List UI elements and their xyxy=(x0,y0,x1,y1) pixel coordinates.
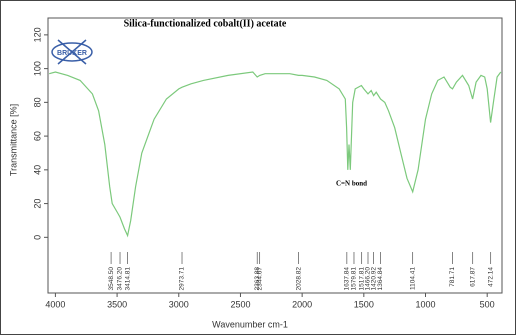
peak-label: 1364.84 xyxy=(377,267,384,291)
y-tick-label: 40 xyxy=(32,165,42,175)
x-axis-label: Wavenumber cm-1 xyxy=(212,319,288,329)
spectrum-line xyxy=(49,71,502,238)
x-tick-label: 4000 xyxy=(45,299,65,309)
x-tick-label: 500 xyxy=(480,299,495,309)
plot-frame xyxy=(47,17,503,294)
y-tick-label: 120 xyxy=(32,27,42,42)
y-tick-label: 20 xyxy=(32,199,42,209)
y-tick-label: 0 xyxy=(32,235,42,240)
logo-ring xyxy=(51,42,93,62)
peak-label: 2973.71 xyxy=(179,267,186,291)
peak-label: 1420.92 xyxy=(370,267,377,291)
logo-text: BRUKER xyxy=(57,50,87,57)
annotation: C=N bond xyxy=(336,180,367,188)
x-tick-label: 3000 xyxy=(169,299,189,309)
peak-label: 3414.81 xyxy=(124,267,131,291)
logo: BRUKER xyxy=(51,39,93,65)
peak-label: 2028.82 xyxy=(295,267,302,291)
peak-label: 1517.81 xyxy=(358,267,365,291)
x-tick-label: 3500 xyxy=(107,299,127,309)
x-tick-label: 2500 xyxy=(230,299,250,309)
peak-label: 1104.41 xyxy=(409,267,416,290)
x-tick-label: 1500 xyxy=(354,299,374,309)
peak-label: 1637.84 xyxy=(344,267,351,291)
peak-label: 781.71 xyxy=(449,267,456,287)
peak-label: 1579.81 xyxy=(351,267,358,291)
peak-label: 2344.67 xyxy=(256,267,263,291)
peak-label: 472.14 xyxy=(487,267,494,287)
y-tick-label: 60 xyxy=(32,131,42,141)
peak-label: 617.87 xyxy=(469,267,476,287)
y-tick-label: 80 xyxy=(32,97,42,107)
x-tick-label: 1000 xyxy=(415,299,435,309)
y-tick-label: 100 xyxy=(32,61,42,76)
peak-label: 3476.20 xyxy=(117,267,124,291)
peak-label: 2363.88 xyxy=(254,267,261,291)
peak-label: 3548.50 xyxy=(108,267,115,291)
y-axis-label: Transmittance [%] xyxy=(8,104,18,176)
peak-label: 1466.20 xyxy=(365,267,372,291)
x-tick-label: 2000 xyxy=(292,299,312,309)
chart-title: Silica-functionalized cobalt(II) acetate xyxy=(124,18,287,29)
logo-cross xyxy=(57,39,87,65)
